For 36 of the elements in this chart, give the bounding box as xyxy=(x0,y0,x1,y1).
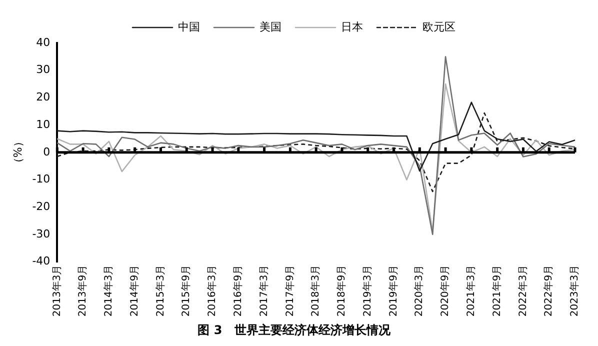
y-tick-label: -10 xyxy=(32,172,50,186)
y-tick-label: -30 xyxy=(32,227,50,240)
x-tick-label: 2021年9月 xyxy=(490,264,503,317)
legend-label: 欧元区 xyxy=(422,20,456,34)
x-tick-label: 2014年9月 xyxy=(128,264,140,317)
y-tick-label: -20 xyxy=(32,200,50,213)
x-tick-label: 2019年3月 xyxy=(361,264,374,317)
y-axis-title: （%） xyxy=(11,136,24,169)
x-tick-label: 2021年3月 xyxy=(465,264,478,317)
x-tick-label: 2017年3月 xyxy=(258,264,270,317)
x-tick-label: 2022年3月 xyxy=(516,264,529,317)
legend-label: 日本 xyxy=(341,20,363,34)
x-tick-label: 2015年3月 xyxy=(154,264,166,317)
y-tick-label: -40 xyxy=(32,254,50,268)
y-tick-label: 10 xyxy=(36,118,50,131)
legend-label: 美国 xyxy=(260,20,282,34)
x-tick-label: 2018年3月 xyxy=(310,264,322,317)
x-tick-label: 2020年9月 xyxy=(439,264,452,317)
x-tick-label: 2013年3月 xyxy=(50,264,63,317)
x-tick-label: 2023年3月 xyxy=(568,264,581,317)
x-tick-label: 2020年3月 xyxy=(413,264,426,317)
x-tick-label: 2017年9月 xyxy=(284,264,296,317)
x-tick-label: 2016年9月 xyxy=(232,264,244,317)
text: 图 3 世界主要经济体经济增长情况 xyxy=(198,322,392,337)
x-tick-label: 2018年9月 xyxy=(336,264,348,317)
y-tick-label: 0 xyxy=(43,145,50,158)
x-tick-label: 2013年9月 xyxy=(76,264,89,317)
x-tick-label: 2015年9月 xyxy=(180,264,192,317)
x-tick-label: 2014年3月 xyxy=(102,264,115,317)
y-tick-label: 20 xyxy=(36,90,50,104)
x-tick-label: 2016年3月 xyxy=(206,264,218,317)
y-tick-label: 30 xyxy=(36,63,50,76)
x-tick-label: 2019年9月 xyxy=(387,264,400,317)
x-tick-label: 2022年9月 xyxy=(542,264,555,317)
y-tick-label: 40 xyxy=(36,36,50,49)
legend-label: 中国 xyxy=(178,20,200,34)
